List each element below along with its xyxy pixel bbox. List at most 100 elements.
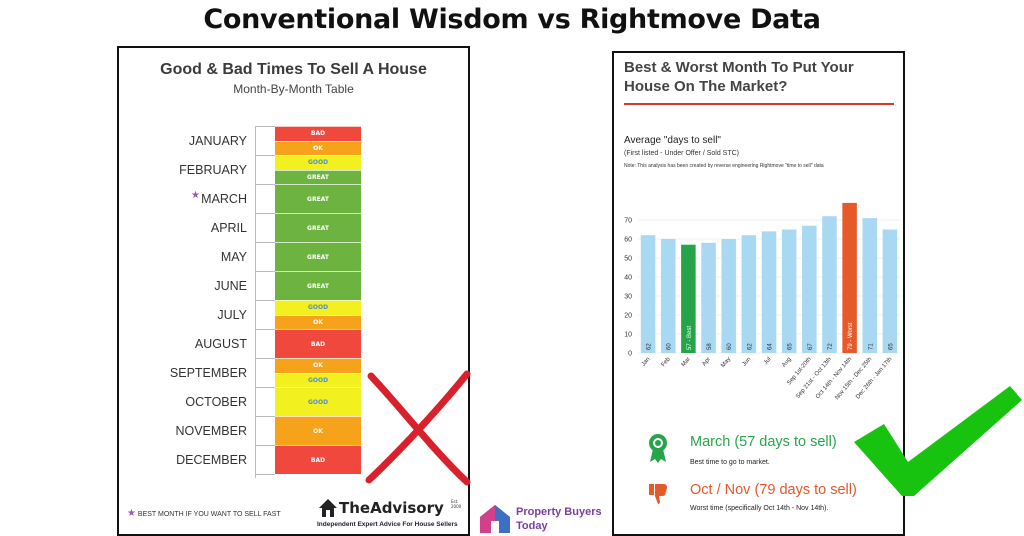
month-label: DECEMBER bbox=[176, 453, 247, 467]
bar bbox=[882, 229, 898, 353]
month-tick bbox=[255, 358, 275, 359]
bar-value-label: 60 bbox=[727, 343, 733, 350]
y-tick-label: 0 bbox=[628, 351, 632, 358]
month-tick bbox=[255, 329, 275, 330]
star-note: ★ BEST MONTH IF YOU WANT TO SELL FAST bbox=[127, 508, 281, 519]
bar bbox=[640, 235, 656, 353]
y-tick-label: 10 bbox=[624, 332, 632, 339]
star-icon: ★ bbox=[127, 508, 136, 519]
month-label: AUGUST bbox=[194, 337, 247, 351]
y-tick-label: 40 bbox=[624, 275, 632, 282]
month-tick bbox=[255, 300, 275, 301]
month-axis-line bbox=[255, 126, 256, 478]
bar-value-label: 58 bbox=[707, 343, 713, 350]
star-note-text: BEST MONTH IF YOU WANT TO SELL FAST bbox=[137, 511, 281, 518]
rating-cell: GOOD bbox=[275, 155, 361, 170]
x-category-label: Oct 14th - Nov 14th bbox=[815, 356, 853, 400]
bar bbox=[761, 231, 777, 353]
rating-cell: GOOD bbox=[275, 372, 361, 387]
month-label: JULY bbox=[217, 308, 247, 322]
left-panel-title: Good & Bad Times To Sell A House bbox=[160, 61, 427, 78]
worst-caption: Worst time (specifically Oct 14th - Nov … bbox=[690, 505, 829, 512]
bar bbox=[681, 244, 696, 353]
chart-note: Note: This analysis has been created by … bbox=[624, 163, 824, 169]
month-label: APRIL bbox=[210, 221, 247, 235]
advisory-est: Est. 2000 bbox=[451, 499, 462, 509]
right-panel-title: Best & Worst Month To Put Your House On … bbox=[624, 59, 854, 95]
y-tick-label: 60 bbox=[624, 237, 632, 244]
month-label: MAY bbox=[220, 250, 247, 264]
the-advisory-logo: TheAdvisory Est. 2000 Independent Expert… bbox=[317, 497, 467, 533]
x-category-label: Jan bbox=[641, 356, 652, 367]
bar bbox=[802, 225, 817, 353]
worst-summary: Oct / Nov (79 days to sell) bbox=[690, 482, 857, 498]
advisory-name: TheAdvisory bbox=[339, 499, 444, 517]
rating-cell: OK bbox=[275, 358, 361, 373]
chart-title: Average "days to sell" bbox=[624, 135, 721, 146]
bar-value-label: 67 bbox=[808, 343, 814, 350]
left-panel-subtitle: Month-By-Month Table bbox=[233, 82, 354, 96]
month-label: NOVEMBER bbox=[175, 424, 247, 438]
x-category-label: Aug bbox=[781, 356, 792, 368]
award-ribbon-icon bbox=[649, 434, 667, 463]
month-tick bbox=[255, 213, 275, 214]
rating-cell: GOOD bbox=[275, 387, 361, 416]
rating-cell: BAD bbox=[275, 445, 361, 474]
x-category-label: Jul bbox=[763, 356, 773, 366]
month-label: OCTOBER bbox=[185, 395, 247, 409]
bar bbox=[721, 239, 736, 353]
best-summary: March (57 days to sell) bbox=[690, 434, 837, 450]
y-tick-label: 70 bbox=[624, 218, 632, 225]
month-label: JANUARY bbox=[188, 134, 247, 148]
best-caption: Best time to go to market. bbox=[690, 459, 770, 466]
month-label: MARCH bbox=[201, 192, 247, 206]
month-tick bbox=[255, 126, 275, 127]
month-tick bbox=[255, 387, 275, 388]
green-check-icon bbox=[854, 386, 1022, 496]
x-category-label: Mar bbox=[681, 356, 692, 368]
y-tick-label: 30 bbox=[624, 294, 632, 301]
rating-cell: BAD bbox=[275, 329, 361, 358]
bar bbox=[822, 216, 837, 353]
rating-cell: GREAT bbox=[275, 169, 361, 184]
x-category-label: Feb bbox=[661, 356, 673, 368]
x-category-label: Sep 21st - Oct 13th bbox=[795, 356, 833, 399]
thumbs-down-icon bbox=[649, 484, 667, 504]
month-label: SEPTEMBER bbox=[169, 366, 247, 380]
month-tick bbox=[255, 184, 275, 185]
bar-value-label: 62 bbox=[747, 343, 753, 350]
month-tick bbox=[255, 445, 275, 446]
best-month-star-icon: ★ bbox=[191, 190, 200, 201]
rightmove-data-panel: Best & Worst Month To Put Your House On … bbox=[612, 51, 905, 536]
rating-cell: GREAT bbox=[275, 271, 361, 300]
bar-value-label: 65 bbox=[888, 343, 894, 350]
month-tick bbox=[255, 155, 275, 156]
bar bbox=[701, 242, 716, 353]
brand-name-line2: Today bbox=[516, 520, 548, 532]
rating-cell: OK bbox=[275, 314, 361, 329]
rating-cell: GREAT bbox=[275, 242, 361, 271]
bar-value-label: 57 - Best bbox=[687, 326, 693, 350]
x-category-label: Apr bbox=[701, 356, 712, 367]
y-tick-label: 50 bbox=[624, 256, 632, 263]
days-to-sell-bar-chart: 0 10 20 30 40 50 60 70 62 Jan 60 Feb 57 - Best Mar 58 A… bbox=[624, 202, 900, 401]
rating-cell: GREAT bbox=[275, 213, 361, 242]
house-icon bbox=[319, 499, 337, 517]
rating-cell: BAD bbox=[275, 126, 361, 141]
bar bbox=[660, 239, 676, 353]
brand-name-line1: Property Buyers bbox=[516, 506, 602, 518]
x-category-label: May bbox=[720, 356, 732, 369]
month-tick bbox=[255, 242, 275, 243]
month-label: JUNE bbox=[214, 279, 247, 293]
bar bbox=[842, 202, 857, 353]
month-tick bbox=[255, 474, 275, 475]
x-category-label: Jun bbox=[742, 356, 753, 367]
rating-cell: OK bbox=[275, 140, 361, 155]
bar-value-label: 65 bbox=[788, 343, 794, 350]
bar bbox=[862, 218, 878, 353]
bar bbox=[741, 235, 757, 353]
bar-value-label: 62 bbox=[647, 343, 653, 350]
month-tick bbox=[255, 416, 275, 417]
main-title: Conventional Wisdom vs Rightmove Data bbox=[203, 4, 821, 35]
y-tick-label: 20 bbox=[624, 313, 632, 320]
